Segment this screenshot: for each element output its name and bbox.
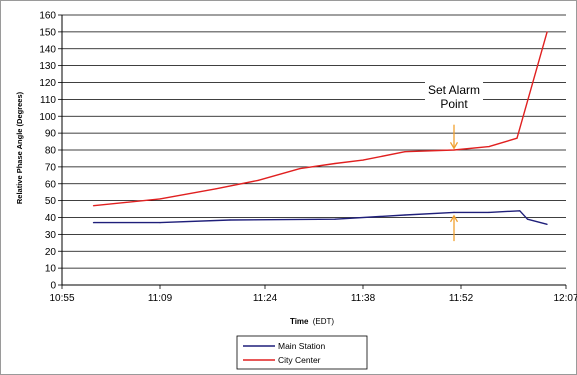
x-axis-label-name: Time — [290, 317, 309, 326]
data-point-city-center-4 — [299, 168, 301, 170]
x-tick-label-4: 11:52 — [449, 293, 474, 304]
legend-box — [236, 335, 368, 370]
data-point-city-center-5 — [334, 162, 336, 165]
data-point-main-station-3 — [334, 218, 336, 220]
data-point-city-center-6 — [362, 159, 364, 161]
y-tick-label-20: 20 — [45, 247, 57, 258]
x-tick-label-2: 11:24 — [253, 293, 278, 304]
data-point-city-center-0 — [92, 205, 95, 207]
x-tick-label-0: 10:55 — [49, 293, 74, 304]
x-axis-label: Time (EDT) — [290, 317, 334, 326]
x-tick-label-3: 11:38 — [351, 293, 376, 304]
y-axis-label: Relative Phase Angle (Degrees) — [15, 91, 24, 204]
data-point-city-center-7 — [404, 151, 406, 153]
annotation-set-alarm-point: Set Alarm Point — [428, 83, 480, 111]
data-point-main-station-6 — [488, 211, 490, 213]
x-axis-label-unit: (EDT) — [313, 317, 335, 326]
y-tick-label-80: 80 — [45, 146, 57, 157]
data-point-main-station-9 — [546, 223, 548, 225]
data-point-city-center-9 — [488, 146, 490, 148]
legend-label-main-station: Main Station — [278, 341, 326, 351]
data-point-city-center-3 — [257, 179, 259, 181]
y-tick-label-40: 40 — [45, 213, 57, 224]
data-point-main-station-8 — [526, 218, 529, 220]
annotations: Set Alarm Point — [424, 81, 484, 242]
data-point-main-station-4 — [404, 214, 406, 216]
y-tick-label-50: 50 — [45, 196, 57, 207]
y-tick-label-30: 30 — [45, 230, 57, 241]
y-tick-labels: 0 10 20 30 40 50 60 70 80 90 100 110 120 130 140 150 160 — [39, 11, 56, 292]
data-point-city-center-8 — [453, 149, 455, 151]
y-tick-label-0: 0 — [50, 281, 56, 292]
y-tick-label-60: 60 — [45, 179, 57, 190]
x-tick-labels: 10:55 11:09 11:24 11:38 11:52 12:07 — [49, 293, 577, 304]
grid-lines — [62, 14, 566, 269]
data-point-city-center-1 — [159, 198, 161, 200]
alarm-arrow-head-0 — [449, 141, 459, 150]
data-point-main-station-5 — [453, 211, 455, 213]
y-tick-label-150: 150 — [39, 27, 56, 38]
axes — [58, 14, 567, 289]
series-line-city-center — [93, 31, 548, 207]
y-tick-label-140: 140 — [39, 44, 56, 55]
data-point-main-station-2 — [229, 219, 231, 221]
y-tick-label-90: 90 — [45, 129, 57, 140]
data-point-main-station-1 — [159, 222, 161, 224]
y-tick-label-130: 130 — [39, 61, 56, 72]
alarm-arrow-head-1 — [449, 214, 459, 223]
data-point-city-center-2 — [215, 188, 217, 190]
data-point-city-center-11 — [546, 31, 548, 33]
legend-label-city-center: City Center — [278, 355, 321, 365]
y-tick-label-120: 120 — [39, 78, 56, 89]
legend: Main Station City Center — [236, 335, 368, 370]
x-tick-label-1: 11:09 — [148, 293, 173, 304]
x-tick-label-5: 12:07 — [553, 293, 577, 304]
series-line-main-station — [93, 210, 548, 225]
series-lines — [92, 31, 548, 225]
annotation-background — [424, 81, 484, 112]
data-point-city-center-10 — [516, 137, 518, 139]
y-tick-label-160: 160 — [39, 11, 56, 22]
y-tick-label-110: 110 — [40, 95, 56, 106]
y-tick-label-70: 70 — [45, 162, 57, 173]
data-point-main-station-7 — [519, 210, 521, 212]
y-tick-label-10: 10 — [45, 264, 57, 275]
data-point-main-station-0 — [92, 222, 95, 224]
y-tick-label-100: 100 — [39, 112, 56, 123]
